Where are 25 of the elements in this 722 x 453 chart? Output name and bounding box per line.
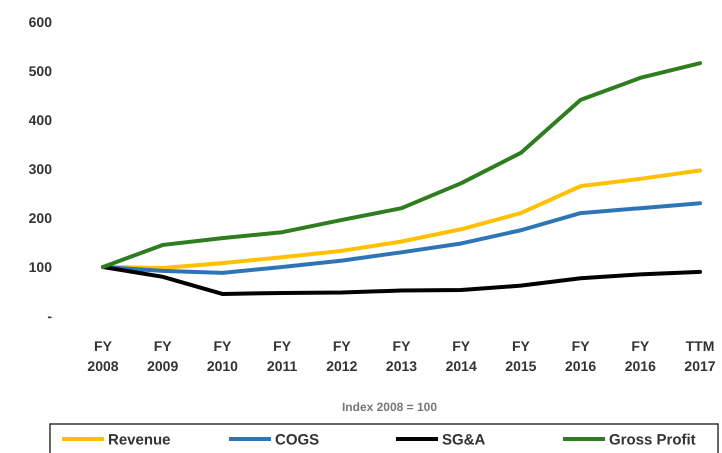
y-tick-label: 200 <box>28 210 52 226</box>
x-tick-label: FY 2013 <box>386 338 418 374</box>
x-tick-label: TTM 2017 <box>684 338 716 374</box>
x-tick-label: FY 2014 <box>446 338 477 374</box>
x-tick-label: FY 2016 <box>565 338 596 374</box>
legend-label: COGS <box>275 431 320 448</box>
x-tick-label: FY 2010 <box>206 338 238 374</box>
y-tick-label: - <box>47 308 52 324</box>
legend-label: Revenue <box>108 431 171 448</box>
x-tick-label: FY 2012 <box>326 338 358 374</box>
x-tick-label: FY 2015 <box>505 338 537 374</box>
x-tick-label: FY 2008 <box>87 338 119 374</box>
legend-label: SG&A <box>442 431 486 448</box>
y-tick-label: 400 <box>28 112 52 128</box>
x-axis-title: Index 2008 = 100 <box>342 400 438 414</box>
y-tick-label: 300 <box>28 160 52 177</box>
x-tick-label: FY 2009 <box>147 338 178 374</box>
x-tick-label: FY 2011 <box>266 338 298 374</box>
x-tick-label: FY 2016 <box>624 338 656 374</box>
line-series <box>101 265 702 296</box>
line-series <box>101 61 702 269</box>
y-tick-label: 600 <box>28 14 52 30</box>
legend-label: Gross Profit <box>609 431 696 448</box>
y-tick-label: 500 <box>28 62 52 79</box>
y-tick-label: 100 <box>28 258 52 275</box>
